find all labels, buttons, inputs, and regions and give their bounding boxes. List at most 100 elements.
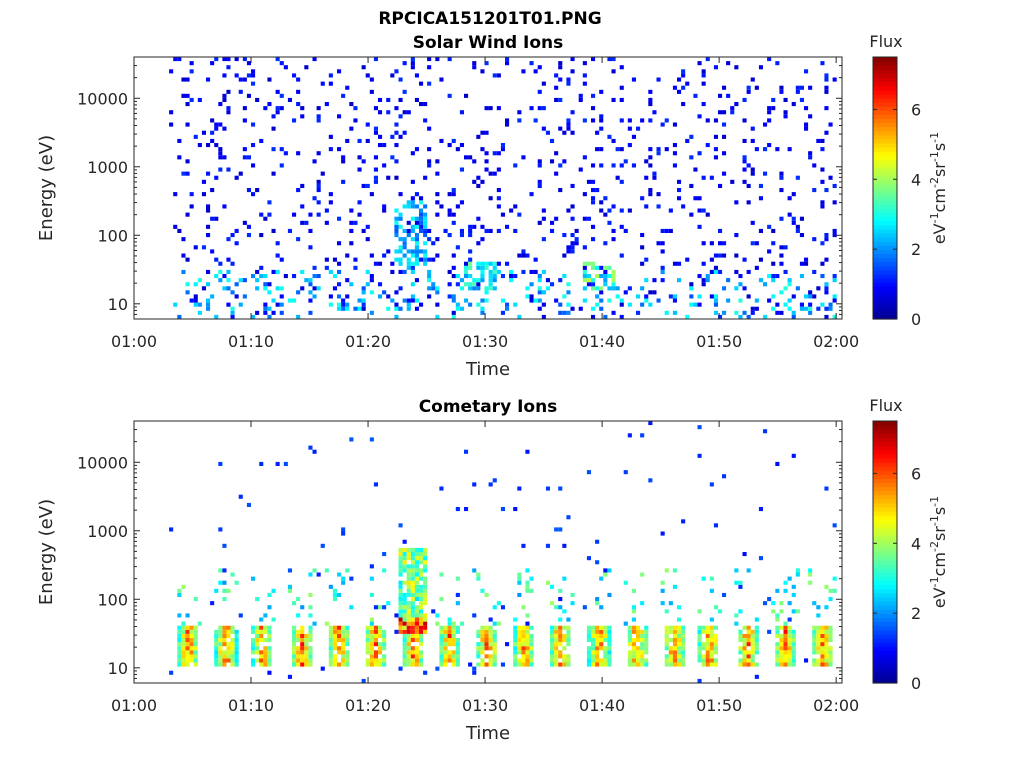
heatmap-cell xyxy=(398,592,403,597)
heatmap-cell xyxy=(742,638,747,643)
heatmap-cell xyxy=(226,106,231,111)
heatmap-cell xyxy=(234,57,239,62)
heatmap-cell xyxy=(603,654,608,659)
heatmap-cell xyxy=(832,278,837,283)
heatmap-cell xyxy=(398,192,403,197)
heatmap-cell xyxy=(206,298,211,303)
heatmap-cell xyxy=(480,224,485,229)
heatmap-cell xyxy=(423,249,428,254)
heatmap-cell xyxy=(414,261,419,266)
heatmap-cell xyxy=(570,57,575,62)
colorbar-title: Flux xyxy=(869,396,902,415)
heatmap-cell xyxy=(439,486,444,491)
colorbar-segment xyxy=(873,441,897,447)
heatmap-cell xyxy=(382,642,387,647)
heatmap-cell xyxy=(169,122,174,127)
heatmap-cell xyxy=(709,633,714,638)
heatmap-cell xyxy=(554,654,559,659)
heatmap-cell xyxy=(484,265,489,270)
heatmap-cell xyxy=(455,625,460,630)
heatmap-cell xyxy=(513,633,518,638)
heatmap-cell xyxy=(296,77,301,82)
heatmap-cell xyxy=(640,601,645,606)
heatmap-cell xyxy=(255,310,260,315)
heatmap-cell xyxy=(627,650,632,655)
heatmap-cell xyxy=(357,138,362,143)
heatmap-cell xyxy=(582,265,587,270)
heatmap-cell xyxy=(529,638,534,643)
heatmap-cell xyxy=(771,306,776,311)
heatmap-cell xyxy=(484,290,489,295)
heatmap-cell xyxy=(304,650,309,655)
heatmap-cell xyxy=(824,486,829,491)
heatmap-cell xyxy=(373,654,378,659)
heatmap-cell xyxy=(783,633,788,638)
heatmap-cell xyxy=(406,220,411,225)
heatmap-cell xyxy=(394,290,399,295)
colorbar-segment xyxy=(873,605,897,610)
heatmap-cell xyxy=(812,625,817,630)
heatmap-cell xyxy=(787,212,792,217)
heatmap-cell xyxy=(488,171,493,176)
heatmap-cell xyxy=(406,572,411,577)
heatmap-cell xyxy=(828,629,833,634)
heatmap-cell xyxy=(492,171,497,176)
colorbar-tick-label: 2 xyxy=(911,604,921,623)
heatmap-cell xyxy=(296,89,301,94)
heatmap-cell xyxy=(525,654,530,659)
heatmap-cell xyxy=(197,278,202,283)
heatmap-cell xyxy=(226,269,231,274)
colorbar-segment xyxy=(873,257,897,263)
heatmap-cell xyxy=(316,188,321,193)
heatmap-cell xyxy=(267,629,272,634)
heatmap-cell xyxy=(828,588,833,593)
heatmap-cell xyxy=(468,261,473,266)
heatmap-cell xyxy=(308,592,313,597)
heatmap-cell xyxy=(746,314,751,319)
heatmap-cell xyxy=(607,646,612,651)
heatmap-cell xyxy=(488,196,493,201)
heatmap-cell xyxy=(783,650,788,655)
heatmap-cell xyxy=(697,294,702,299)
heatmap-cell xyxy=(230,650,235,655)
heatmap-cell xyxy=(185,77,190,82)
colorbar-segment xyxy=(873,167,897,173)
heatmap-cell xyxy=(808,572,813,577)
heatmap-cell xyxy=(763,171,768,176)
heatmap-cell xyxy=(251,642,256,647)
heatmap-cell xyxy=(672,568,677,573)
heatmap-cell xyxy=(423,102,428,107)
heatmap-cell xyxy=(648,97,653,102)
heatmap-cell xyxy=(304,654,309,659)
heatmap-cell xyxy=(492,278,497,283)
heatmap-cell xyxy=(214,629,219,634)
heatmap-cell xyxy=(300,269,305,274)
colorbar-segment xyxy=(873,175,897,181)
heatmap-cell xyxy=(414,233,419,238)
heatmap-cell xyxy=(603,629,608,634)
heatmap-cell xyxy=(517,118,522,123)
heatmap-cell xyxy=(177,588,182,593)
colorbar-segment xyxy=(873,466,897,471)
heatmap-cell xyxy=(664,310,669,315)
heatmap-cell xyxy=(525,642,530,647)
heatmap-cell xyxy=(382,646,387,651)
heatmap-cell xyxy=(308,613,313,618)
heatmap-cell xyxy=(419,572,424,577)
heatmap-cell xyxy=(640,650,645,655)
heatmap-cell xyxy=(586,654,591,659)
colorbar-segment xyxy=(873,556,897,561)
colorbar-segment xyxy=(873,539,897,545)
heatmap-cell xyxy=(521,69,526,74)
heatmap-cell xyxy=(570,241,575,246)
heatmap-cell xyxy=(378,605,383,610)
heatmap-cell xyxy=(709,588,714,593)
heatmap-cell xyxy=(476,629,481,634)
heatmap-cell xyxy=(574,237,579,242)
colorbar-segment xyxy=(873,576,897,582)
heatmap-cell xyxy=(300,625,305,630)
colorbar-tick-label: 6 xyxy=(911,464,921,483)
heatmap-cell xyxy=(316,212,321,217)
heatmap-cell xyxy=(709,650,714,655)
heatmap-cell xyxy=(713,253,718,258)
